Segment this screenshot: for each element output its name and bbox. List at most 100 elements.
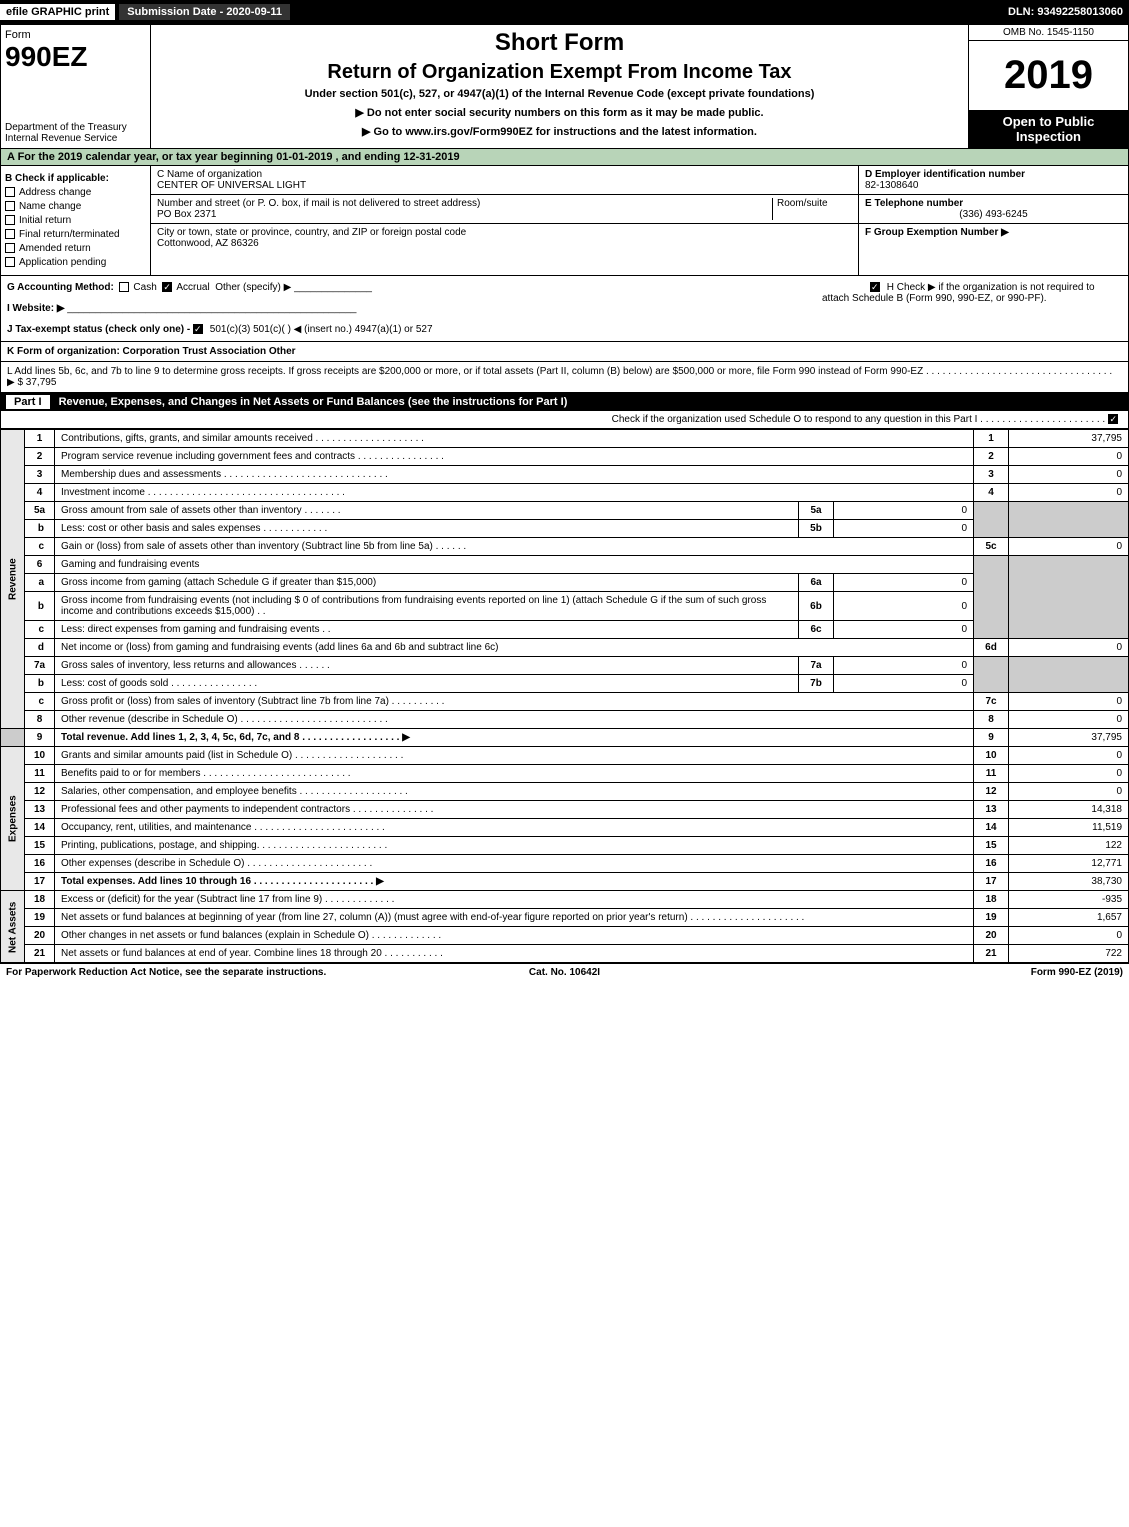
line-13-amt: 14,318 bbox=[1009, 801, 1129, 819]
line-7a-subval: 0 bbox=[834, 657, 974, 675]
footer-right: Form 990-EZ (2019) bbox=[751, 967, 1123, 978]
line-6a-num: a bbox=[25, 574, 55, 592]
line-17-num: 17 bbox=[25, 873, 55, 891]
header-right: OMB No. 1545-1150 2019 Open to Public In… bbox=[968, 25, 1128, 148]
line-5b-sub: 5b bbox=[799, 520, 834, 538]
phone-label: E Telephone number bbox=[865, 198, 1122, 209]
line-19-num: 19 bbox=[25, 909, 55, 927]
footer-center: Cat. No. 10642I bbox=[378, 967, 750, 978]
info-grid: B Check if applicable: Address change Na… bbox=[0, 166, 1129, 276]
header-left: Form 990EZ Department of the Treasury In… bbox=[1, 25, 151, 148]
form-header: Form 990EZ Department of the Treasury In… bbox=[0, 24, 1129, 149]
line-21-desc: Net assets or fund balances at end of ye… bbox=[55, 945, 974, 963]
line-20-desc: Other changes in net assets or fund bala… bbox=[55, 927, 974, 945]
line-7c-amt: 0 bbox=[1009, 693, 1129, 711]
line-15-amt: 122 bbox=[1009, 837, 1129, 855]
line-6d-amt: 0 bbox=[1009, 639, 1129, 657]
line-6-num: 6 bbox=[25, 556, 55, 574]
line-8-desc: Other revenue (describe in Schedule O) .… bbox=[55, 711, 974, 729]
line-10-desc: Grants and similar amounts paid (list in… bbox=[55, 747, 974, 765]
addr-label: Number and street (or P. O. box, if mail… bbox=[157, 198, 772, 209]
box-c: C Name of organization CENTER OF UNIVERS… bbox=[151, 166, 858, 275]
line-2-desc: Program service revenue including govern… bbox=[55, 448, 974, 466]
top-bar: efile GRAPHIC print Submission Date - 20… bbox=[0, 0, 1129, 24]
line-5a-desc: Gross amount from sale of assets other t… bbox=[55, 502, 799, 520]
label-initial-return: Initial return bbox=[19, 215, 71, 226]
checkbox-final-return[interactable] bbox=[5, 229, 15, 239]
line-6c-subval: 0 bbox=[834, 621, 974, 639]
line-9-desc: Total revenue. Add lines 1, 2, 3, 4, 5c,… bbox=[55, 729, 974, 747]
phone-value: (336) 493-6245 bbox=[865, 209, 1122, 220]
checkbox-name-change[interactable] bbox=[5, 201, 15, 211]
line-5c-amt: 0 bbox=[1009, 538, 1129, 556]
line-9-amt: 37,795 bbox=[1009, 729, 1129, 747]
efile-print-label[interactable]: efile GRAPHIC print bbox=[0, 4, 115, 20]
under-section: Under section 501(c), 527, or 4947(a)(1)… bbox=[159, 88, 960, 100]
shaded-6-amt bbox=[1009, 556, 1129, 639]
line-21-amt: 722 bbox=[1009, 945, 1129, 963]
part-1-table: Revenue 1 Contributions, gifts, grants, … bbox=[0, 429, 1129, 963]
checkbox-initial-return[interactable] bbox=[5, 215, 15, 225]
line-20-col: 20 bbox=[974, 927, 1009, 945]
shaded-5 bbox=[974, 502, 1009, 538]
line-10-amt: 0 bbox=[1009, 747, 1129, 765]
line-21-col: 21 bbox=[974, 945, 1009, 963]
line-6b-num: b bbox=[25, 592, 55, 621]
line-6-desc: Gaming and fundraising events bbox=[55, 556, 974, 574]
line-6d-col: 6d bbox=[974, 639, 1009, 657]
line-6d-desc: Net income or (loss) from gaming and fun… bbox=[55, 639, 974, 657]
line-18-col: 18 bbox=[974, 891, 1009, 909]
line-8-col: 8 bbox=[974, 711, 1009, 729]
line-14-col: 14 bbox=[974, 819, 1009, 837]
line-2-num: 2 bbox=[25, 448, 55, 466]
submission-date: Submission Date - 2020-09-11 bbox=[119, 4, 290, 20]
line-3-num: 3 bbox=[25, 466, 55, 484]
line-9-col: 9 bbox=[974, 729, 1009, 747]
part-1-title: Revenue, Expenses, and Changes in Net As… bbox=[59, 396, 568, 408]
checkbox-501c3[interactable] bbox=[193, 324, 203, 334]
line-2-amt: 0 bbox=[1009, 448, 1129, 466]
checkbox-amended-return[interactable] bbox=[5, 243, 15, 253]
city-label: City or town, state or province, country… bbox=[157, 227, 852, 238]
line-1-amt: 37,795 bbox=[1009, 430, 1129, 448]
form-of-org: K Form of organization: Corporation Trus… bbox=[7, 346, 296, 357]
checkbox-schedule-o[interactable] bbox=[1108, 414, 1118, 424]
form-label: Form bbox=[5, 29, 146, 41]
line-20-num: 20 bbox=[25, 927, 55, 945]
form-number: 990EZ bbox=[5, 41, 146, 73]
line-4-col: 4 bbox=[974, 484, 1009, 502]
checkbox-cash[interactable] bbox=[119, 282, 129, 292]
line-16-amt: 12,771 bbox=[1009, 855, 1129, 873]
header-center: Short Form Return of Organization Exempt… bbox=[151, 25, 968, 148]
line-2-col: 2 bbox=[974, 448, 1009, 466]
department-label: Department of the Treasury Internal Reve… bbox=[5, 122, 146, 144]
line-18-amt: -935 bbox=[1009, 891, 1129, 909]
line-17-desc: Total expenses. Add lines 10 through 16 … bbox=[55, 873, 974, 891]
line-1-num: 1 bbox=[25, 430, 55, 448]
netassets-section-label: Net Assets bbox=[1, 891, 25, 963]
short-form-title: Short Form bbox=[159, 29, 960, 57]
line-3-amt: 0 bbox=[1009, 466, 1129, 484]
box-b-title: B Check if applicable: bbox=[5, 173, 146, 184]
checkbox-address-change[interactable] bbox=[5, 187, 15, 197]
line-6d-num: d bbox=[25, 639, 55, 657]
line-3-desc: Membership dues and assessments . . . . … bbox=[55, 466, 974, 484]
checkbox-accrual[interactable] bbox=[162, 282, 172, 292]
line-1-desc: Contributions, gifts, grants, and simila… bbox=[55, 430, 974, 448]
line-7c-num: c bbox=[25, 693, 55, 711]
rev-spacer bbox=[1, 729, 25, 747]
line-15-desc: Printing, publications, postage, and shi… bbox=[55, 837, 974, 855]
line-8-amt: 0 bbox=[1009, 711, 1129, 729]
box-def: D Employer identification number 82-1308… bbox=[858, 166, 1128, 275]
line-7b-subval: 0 bbox=[834, 675, 974, 693]
label-other-method: Other (specify) ▶ bbox=[215, 282, 291, 293]
line-14-amt: 11,519 bbox=[1009, 819, 1129, 837]
instruction-website[interactable]: ▶ Go to www.irs.gov/Form990EZ for instru… bbox=[159, 125, 960, 138]
line-6b-sub: 6b bbox=[799, 592, 834, 621]
checkbox-application-pending[interactable] bbox=[5, 257, 15, 267]
line-5a-subval: 0 bbox=[834, 502, 974, 520]
label-cash: Cash bbox=[133, 282, 156, 293]
ein-label: D Employer identification number bbox=[865, 169, 1122, 180]
line-19-col: 19 bbox=[974, 909, 1009, 927]
checkbox-schedule-b[interactable] bbox=[870, 282, 880, 292]
